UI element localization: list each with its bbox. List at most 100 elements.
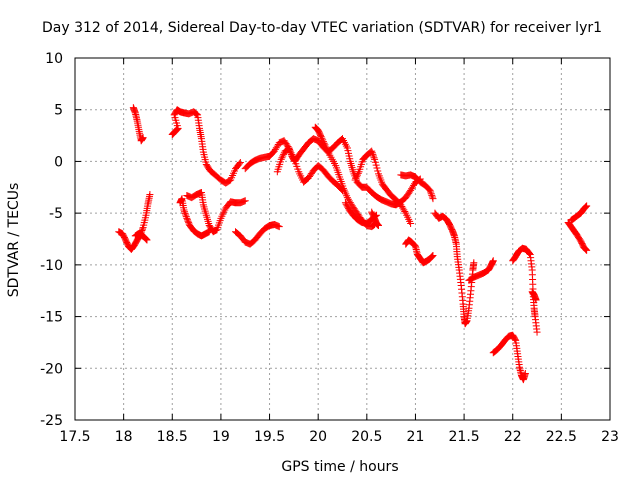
data-point	[279, 152, 287, 160]
grid-layer	[75, 58, 610, 420]
data-point	[511, 335, 519, 343]
data-point	[373, 164, 381, 172]
data-point	[525, 249, 533, 257]
data-point	[139, 134, 147, 142]
x-tick-label: 20.5	[351, 429, 382, 445]
data-point	[426, 186, 434, 194]
x-tick-label: 21.5	[449, 429, 480, 445]
plot-frame	[74, 57, 611, 421]
data-point	[182, 213, 190, 221]
x-tick-label: 19	[212, 429, 230, 445]
y-tick-label: -25	[40, 413, 63, 429]
data-point	[319, 138, 327, 146]
data-point	[427, 190, 435, 198]
x-axis-label: GPS time / hours	[281, 459, 398, 475]
data-point	[429, 252, 437, 260]
data-point	[371, 155, 379, 163]
data-point	[181, 209, 189, 217]
x-tick-label: 18.5	[157, 429, 188, 445]
data-point	[371, 158, 379, 166]
data-point	[317, 133, 325, 141]
data-point	[183, 214, 191, 222]
data-point	[583, 246, 591, 254]
data-point	[532, 296, 540, 304]
x-tick-label: 19.5	[254, 429, 285, 445]
y-tick-label: 0	[54, 154, 63, 170]
data-point	[533, 328, 541, 336]
data-point	[370, 154, 378, 162]
data-point	[143, 236, 151, 244]
x-tick-label: 20	[309, 429, 327, 445]
data-point	[372, 161, 380, 169]
data-point	[581, 245, 589, 253]
data-point	[351, 176, 359, 184]
data-point	[583, 202, 591, 210]
y-tick-label: 10	[45, 51, 63, 67]
data-point	[521, 369, 529, 377]
y-tick-label: 5	[54, 103, 63, 119]
data-point	[184, 217, 192, 225]
y-tick-label: -10	[40, 258, 63, 274]
data-point	[341, 199, 349, 207]
data-point	[277, 155, 285, 163]
data-point	[354, 169, 362, 177]
data-point	[428, 252, 436, 260]
data-point	[180, 206, 188, 214]
x-tick-label: 17.5	[59, 429, 90, 445]
x-tick-label: 22.5	[546, 429, 577, 445]
data-point	[236, 158, 244, 166]
data-point	[241, 197, 249, 205]
x-tick-label: 21	[407, 429, 425, 445]
data-point	[352, 174, 360, 182]
data-point	[317, 131, 325, 139]
data-point	[368, 147, 376, 155]
data-point	[235, 160, 243, 168]
x-tick-label: 22	[504, 429, 522, 445]
data-point	[280, 150, 288, 158]
data-point	[428, 191, 436, 199]
data-point	[343, 202, 351, 210]
data-point	[369, 152, 377, 160]
y-axis-label: SDTVAR / TECUs	[6, 183, 22, 298]
data-point	[142, 235, 150, 243]
y-tick-label: -15	[40, 310, 63, 326]
data-point	[353, 171, 361, 179]
data-point	[146, 191, 154, 199]
data-point	[368, 149, 376, 157]
data-point	[193, 110, 201, 118]
data-point	[427, 188, 435, 196]
data-point	[183, 216, 191, 224]
data-point	[581, 203, 589, 211]
data-point	[139, 225, 147, 233]
data-point	[278, 154, 286, 162]
data-point	[192, 110, 200, 118]
data-point	[318, 134, 326, 142]
data-point	[344, 203, 352, 211]
x-tick-label: 23	[601, 429, 619, 445]
tick-layer: 17.5 18 18.5 19 19.5 20 20.5 21 21.5 22 22.5 23 10 5 0…	[40, 51, 619, 445]
data-point	[582, 203, 590, 211]
data-point	[429, 195, 437, 203]
data-point	[353, 173, 361, 181]
data-point	[142, 235, 150, 243]
data-point	[582, 246, 590, 254]
y-tick-label: -20	[40, 361, 63, 377]
data-point	[342, 200, 350, 208]
data-point	[428, 253, 436, 261]
marker-layer	[115, 104, 591, 384]
data-point	[275, 223, 283, 231]
chart-title: Day 312 of 2014, Sidereal Day-to-day VTE…	[42, 20, 602, 36]
data-point	[401, 207, 409, 215]
data-point	[489, 257, 497, 265]
data-point	[185, 219, 193, 227]
data-point	[182, 211, 190, 219]
data-point	[470, 259, 478, 267]
data-point	[319, 136, 327, 144]
data-point	[428, 193, 436, 201]
data-point	[374, 222, 382, 230]
data-point	[369, 150, 377, 158]
data-point	[407, 219, 415, 227]
y-tick-label: -5	[49, 206, 63, 222]
data-point	[181, 208, 189, 216]
